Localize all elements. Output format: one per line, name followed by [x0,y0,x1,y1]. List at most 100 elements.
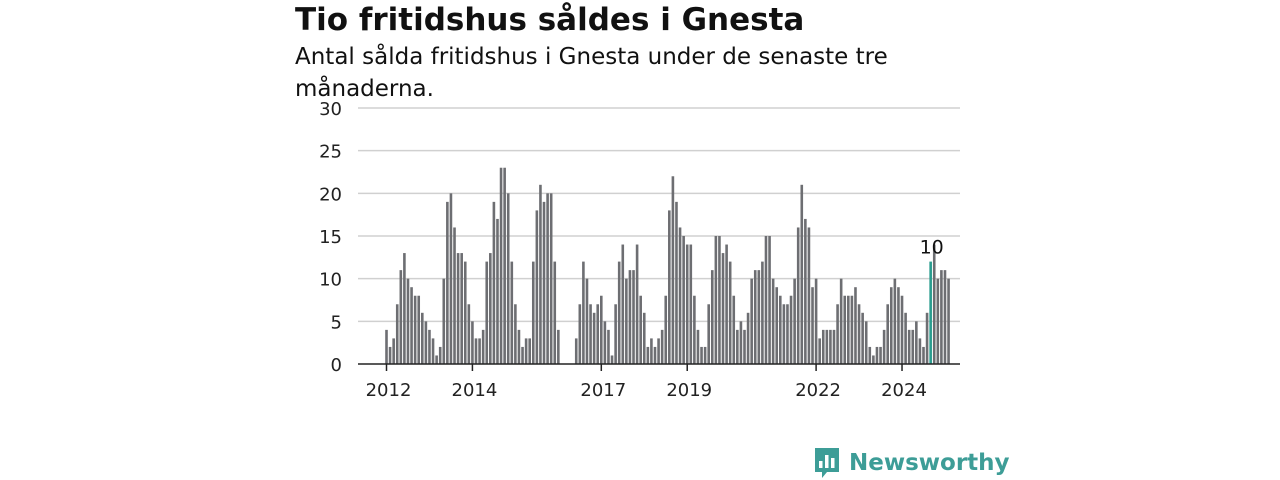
bar [435,355,438,364]
data-labels: 10 [920,237,944,259]
bar [907,329,911,364]
bar [739,321,743,364]
bar [582,261,585,364]
bar [796,227,800,364]
bar [929,261,932,364]
bar [693,295,696,364]
bar [857,304,861,364]
bar [707,304,710,364]
bar [850,295,854,364]
bar [514,304,517,364]
y-tick-label: 15 [319,227,342,248]
bar [814,278,818,364]
bar [478,338,481,364]
y-tick-label: 20 [319,184,342,205]
bar [474,338,478,364]
bar [646,346,650,364]
bar [922,346,925,364]
bar [682,236,685,364]
bar [399,270,403,364]
bar [610,355,614,364]
bar [714,236,718,364]
bar [807,227,811,364]
y-tick-label: 10 [319,270,342,291]
x-tick-label: 2022 [795,380,841,401]
bar [861,312,864,364]
bar [936,278,940,364]
bar [542,201,546,364]
bar [761,261,764,364]
bar [614,304,617,364]
bar [549,193,553,364]
bar [782,304,786,364]
bar [438,346,442,364]
chart-subtitle: Antal sålda fritidshus i Gnesta under de… [295,44,888,102]
bar [431,338,435,364]
bar [832,329,836,364]
bar [918,338,922,364]
bar [574,338,578,364]
newsworthy-logo[interactable]: Newsworthy [813,446,1010,480]
bar [456,253,460,364]
bar [521,346,524,364]
bar [911,329,915,364]
bar [757,270,761,364]
bar [900,295,904,364]
bar [503,167,506,364]
bar [632,270,635,364]
bar [535,210,539,364]
y-tick-label: 25 [319,142,342,163]
bar [904,312,907,364]
y-tick-label: 30 [319,99,342,120]
bar [453,227,456,364]
bar [886,304,889,364]
bar [925,312,929,364]
bar [446,201,449,364]
bar [804,218,807,364]
data-label: 10 [920,237,944,259]
bar [489,253,492,364]
bar [793,278,796,364]
bar [499,167,503,364]
bar [836,304,839,364]
bar [524,338,528,364]
bar [943,270,947,364]
bar [768,236,771,364]
bar [864,321,868,364]
bar [718,236,721,364]
bar [635,244,639,364]
bar [750,278,753,364]
x-axis: 2012 2014 2017 2019 2022 2024 [358,363,960,401]
bar [424,321,428,364]
bar [496,218,499,364]
bar [596,304,600,364]
y-tick-label: 0 [331,355,342,376]
bar [771,278,775,364]
bar [879,346,882,364]
bar [406,278,410,364]
bar [449,193,453,364]
bar [660,329,664,364]
bar [506,193,510,364]
bar [893,278,897,364]
bar [428,329,431,364]
bar [460,253,463,364]
bar [678,227,682,364]
bar [746,312,750,364]
bar [825,329,829,364]
bar [628,270,632,364]
bar [800,184,804,364]
bar [585,278,589,364]
bar [553,261,557,364]
bar [578,304,582,364]
bar [764,236,768,364]
bar [625,278,628,364]
bar [600,295,603,364]
bar [897,287,900,364]
bar [421,312,424,364]
bar [710,270,714,364]
bar [639,295,642,364]
bar [728,261,732,364]
bar [395,304,399,364]
